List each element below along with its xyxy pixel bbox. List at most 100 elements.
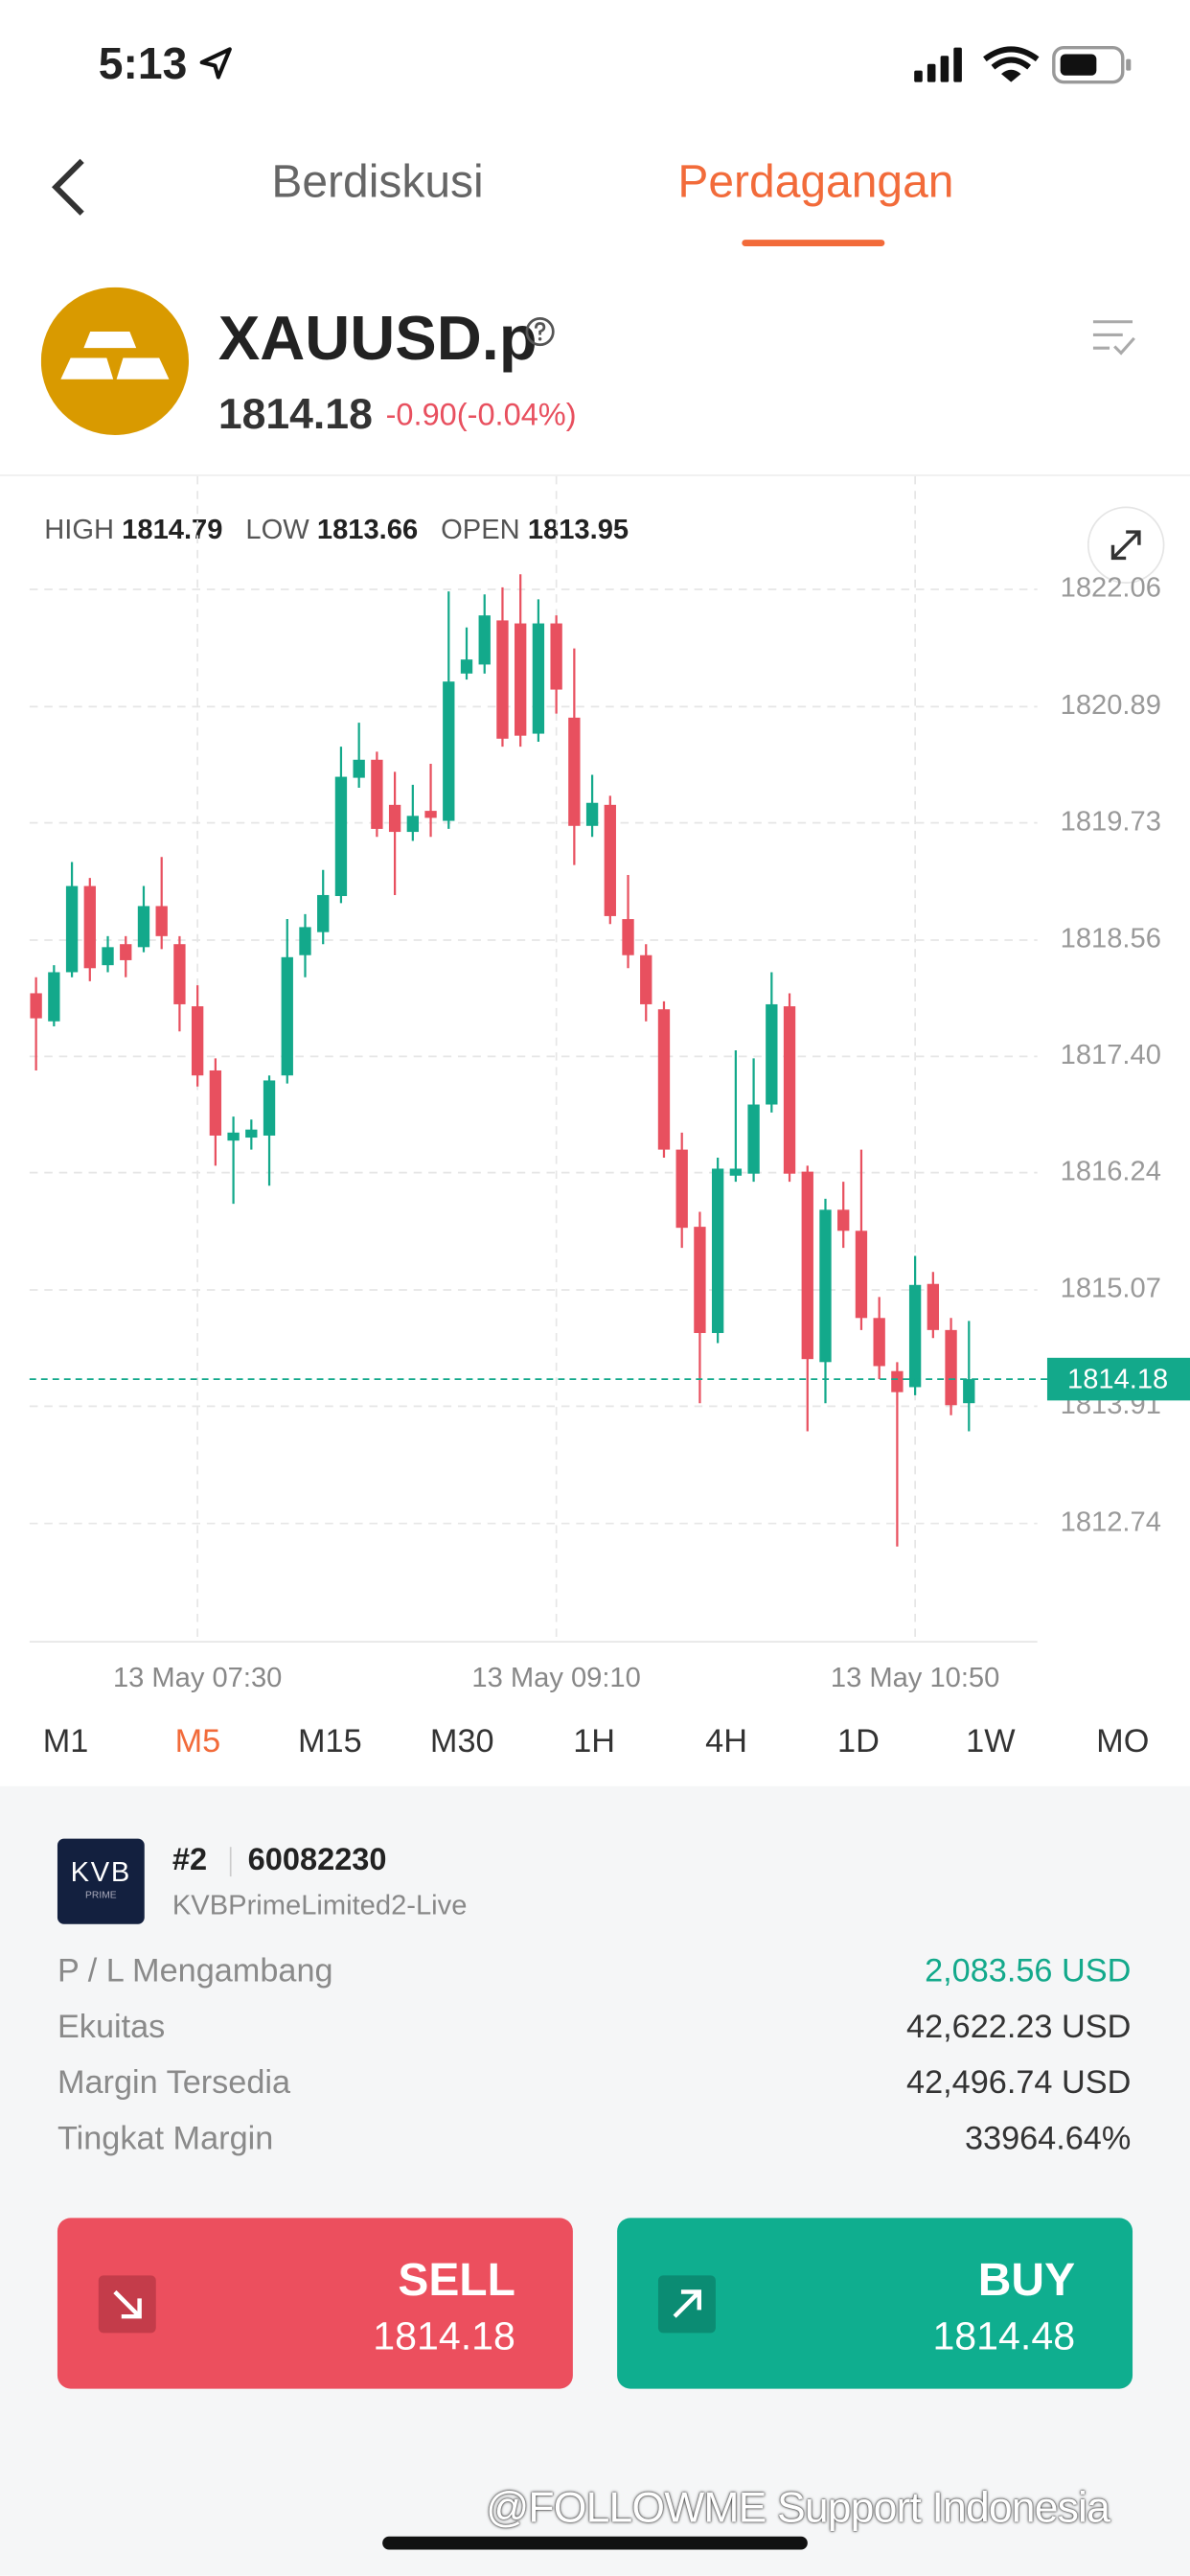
candle-body (675, 1149, 688, 1229)
row-label: P / L Mengambang (57, 1953, 333, 1990)
y-tick-label: 1812.74 (1061, 1506, 1161, 1537)
stat: LOW 1813.66 (245, 514, 418, 545)
gold-icon (40, 287, 190, 435)
candle-body (334, 776, 348, 897)
account-number: #2 (172, 1843, 208, 1878)
stat-value: 1814.79 (122, 514, 223, 545)
candle-body (424, 811, 437, 818)
status-icons (914, 45, 1132, 84)
candle-body (945, 1329, 957, 1406)
tab[interactable]: Perdagangan (677, 155, 954, 207)
last-price-tag (1046, 1357, 1190, 1401)
candle-body (801, 1171, 813, 1360)
row-value: 33964.64% (964, 2121, 1132, 2158)
help-icon[interactable] (523, 315, 556, 348)
candle-body (173, 944, 186, 1004)
back-button[interactable] (46, 156, 95, 218)
buy-price: 1814.48 (932, 2314, 1076, 2359)
candle-body (819, 1209, 832, 1363)
x-tick-label: 13 May 09:10 (471, 1663, 640, 1693)
candle-body (568, 717, 581, 826)
sell-icon (98, 2275, 156, 2334)
candle-body (711, 1168, 724, 1333)
candle-body (353, 759, 365, 778)
timeframe[interactable]: 1H (573, 1723, 616, 1760)
candle-body (263, 1080, 276, 1136)
candle-body (281, 956, 293, 1076)
candle-body (694, 1227, 706, 1333)
expand-button[interactable] (1087, 506, 1165, 585)
timeframe[interactable]: M30 (429, 1723, 494, 1760)
candle-body (873, 1318, 885, 1367)
timeframe[interactable]: M1 (42, 1723, 89, 1760)
timeframe[interactable]: 4H (705, 1723, 747, 1760)
candle-body (137, 906, 150, 948)
location-icon (199, 47, 232, 80)
candlestick-chart: 13 May 07:30 13 May 09:10 13 May 10:50 1822… (29, 475, 1190, 1693)
sell-button[interactable]: SELL 1814.18 (57, 2218, 573, 2389)
stat-label: LOW (245, 514, 309, 545)
timeframe[interactable]: 1W (966, 1723, 1016, 1760)
candle-body (585, 802, 599, 826)
row-label: Tingkat Margin (57, 2121, 274, 2158)
divider (0, 474, 1190, 476)
price: 1814.18 (217, 389, 373, 439)
candle-body (747, 1104, 760, 1174)
candle-body (855, 1230, 868, 1319)
buy-button[interactable]: BUY 1814.48 (617, 2218, 1133, 2389)
candle-body (766, 1003, 778, 1105)
timeframe[interactable]: 1D (837, 1723, 880, 1760)
tab-underline (742, 240, 885, 246)
buy-icon (657, 2275, 716, 2334)
stat-label: OPEN (441, 514, 520, 545)
y-tick-label: 1818.56 (1061, 924, 1161, 954)
tab[interactable]: Berdiskusi (271, 155, 484, 207)
row-label: Ekuitas (57, 2009, 166, 2046)
y-tick-label: 1819.73 (1061, 806, 1161, 837)
candle-body (191, 1006, 204, 1076)
candle-body (102, 947, 114, 966)
candle-body (604, 804, 616, 916)
row-value: 42,622.23 USD (906, 2009, 1132, 2046)
buy-label: BUY (977, 2254, 1076, 2306)
candle-body (478, 615, 491, 665)
candle-body (371, 759, 383, 829)
last-price-label: 1814.18 (1067, 1364, 1168, 1394)
candle-body (927, 1283, 940, 1330)
account-panel: KVB PRIME #2 60082230 KVBPrimeLimited2-L… (0, 1785, 1190, 2576)
stat: HIGH 1814.79 (44, 514, 222, 545)
status-time: 5:13 (98, 39, 188, 89)
candle-body (460, 659, 473, 674)
stat-value: 1813.95 (527, 514, 629, 545)
candle-body (443, 681, 455, 821)
row-value: 42,496.74 USD (906, 2065, 1132, 2102)
row-value: 2,083.56 USD (925, 1953, 1132, 1990)
candle-body (963, 1379, 975, 1404)
timeframe[interactable]: M15 (298, 1723, 362, 1760)
logo-text: KVB (70, 1856, 132, 1889)
candle-body (120, 944, 132, 960)
candle-body (48, 972, 60, 1022)
x-tick-label: 13 May 07:30 (113, 1663, 282, 1693)
candle-body (908, 1284, 922, 1388)
y-tick-label: 1816.24 (1061, 1156, 1161, 1186)
candle-body (299, 927, 311, 955)
candle-body (65, 886, 79, 973)
candle-body (388, 804, 401, 833)
watermark: @FOLLOWME Support Indonesia (486, 2482, 1110, 2532)
home-indicator (382, 2536, 808, 2550)
timeframe[interactable]: MO (1096, 1723, 1150, 1760)
stat: OPEN 1813.95 (441, 514, 629, 545)
candle-body (657, 1009, 671, 1150)
y-tick-label: 1815.07 (1061, 1274, 1161, 1304)
candle-body (622, 919, 634, 955)
candle-body (406, 816, 420, 833)
x-tick-label: 13 May 10:50 (831, 1663, 999, 1693)
candle-body (532, 623, 545, 734)
account-id: 60082230 (247, 1843, 387, 1878)
timeframe[interactable]: M5 (174, 1723, 221, 1760)
candle-body (729, 1168, 743, 1176)
candle-body (155, 906, 168, 936)
candle-body (550, 623, 562, 690)
list-icon[interactable] (1090, 317, 1139, 360)
